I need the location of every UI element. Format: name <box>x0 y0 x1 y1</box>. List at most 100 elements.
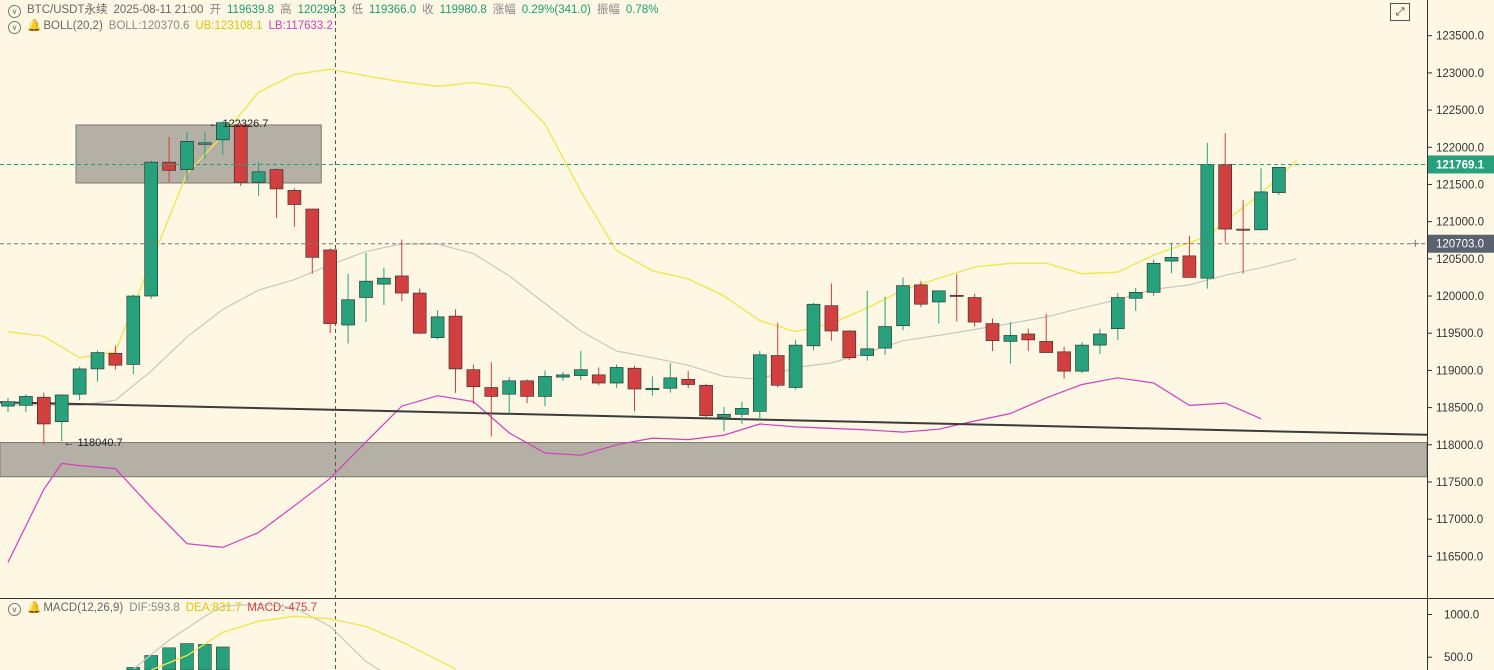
candle-body <box>216 122 230 141</box>
chevron-down-icon[interactable]: v <box>8 603 21 616</box>
zone-box <box>0 442 1428 478</box>
close-value: 119980.8 <box>439 4 487 16</box>
candle-body <box>699 384 713 417</box>
y-tick-label: 119000.0 <box>1436 365 1483 377</box>
low-annotation: ← 118040.7 <box>63 437 122 449</box>
candle-body <box>90 352 105 370</box>
y-tick-label: 122500.0 <box>1436 105 1484 117</box>
candle-body <box>1236 228 1250 231</box>
bell-icon[interactable]: 🔔 <box>27 602 42 614</box>
candle-body <box>19 396 33 406</box>
y-tick-label: 117000.0 <box>1436 514 1483 526</box>
boll-lb-value: LB:117633.2 <box>268 20 333 32</box>
candle-body <box>914 284 928 305</box>
candle-body <box>788 344 803 388</box>
y-tick-label: 118000.0 <box>1436 440 1483 452</box>
change-label: 涨幅 <box>492 4 516 16</box>
candle-body <box>162 161 176 171</box>
candle-body <box>180 141 194 170</box>
candle-body <box>305 208 320 258</box>
cursor-price-badge <box>1428 234 1494 253</box>
candle-body <box>556 374 570 378</box>
macd-dea-value: DEA:831.7 <box>185 602 242 614</box>
candle-body <box>645 387 660 391</box>
candle-body <box>1272 167 1286 193</box>
y-tick-label: 119500.0 <box>1436 328 1483 340</box>
macd-dif-line <box>132 603 381 670</box>
candle-body <box>860 348 875 356</box>
fullscreen-icon[interactable]: ⤢ <box>1390 3 1410 21</box>
candle-body <box>735 408 749 415</box>
candle-body <box>1075 344 1089 372</box>
price-overlay: ← 122326.7 ← 118040.7 <box>0 118 1427 449</box>
candle-body <box>1057 351 1071 372</box>
macd-dif-value: DIF:593.8 <box>129 602 180 614</box>
current-price-badge <box>1428 155 1494 174</box>
candle-body <box>842 330 857 359</box>
candle-body <box>1182 255 1197 278</box>
candle-body <box>377 277 391 285</box>
candle-body <box>1093 333 1107 346</box>
boll-mid-value: BOLL:120370.6 <box>108 20 190 32</box>
amplitude-value: 0.78% <box>625 4 659 16</box>
macd-hist-bar <box>162 647 176 670</box>
y-tick-label: 122000.0 <box>1436 142 1484 154</box>
open-value: 119639.8 <box>226 4 275 16</box>
candle-body <box>1039 341 1053 353</box>
bell-icon[interactable]: 🔔 <box>27 20 42 32</box>
chevron-down-icon[interactable]: v <box>8 21 21 34</box>
candle-body <box>287 190 302 205</box>
high-annotation: ← 122326.7 <box>208 118 268 130</box>
trendline <box>0 401 1428 436</box>
y-tick-label: 120500.0 <box>1436 254 1484 266</box>
candle-body <box>394 275 409 294</box>
candle-body <box>466 369 481 388</box>
candle-body <box>1254 191 1268 231</box>
macd-dea-line <box>150 615 456 670</box>
candle-body <box>752 354 767 412</box>
candle-body <box>770 355 785 386</box>
y-tick-label: 116500.0 <box>1436 551 1483 563</box>
candle-body <box>538 376 552 397</box>
boll-lb-line <box>7 377 1262 563</box>
high-label: 高 <box>280 4 292 16</box>
candle-body <box>1111 297 1125 330</box>
candle-body <box>1021 333 1036 341</box>
candle-body <box>1003 335 1018 342</box>
open-label: 开 <box>209 4 221 16</box>
macd-panel: 1000.0 500.0 <box>126 603 1479 670</box>
candle-body <box>591 374 606 384</box>
macd-name: MACD(12,26,9) <box>43 602 124 614</box>
candle-body <box>198 142 212 145</box>
y-tick-label: 123000.0 <box>1436 68 1484 80</box>
candle-body <box>144 161 158 297</box>
candle-body <box>878 326 892 349</box>
candle-body <box>806 303 821 347</box>
candle-body <box>36 396 51 425</box>
candle-body <box>484 387 499 397</box>
candle-body <box>949 294 964 297</box>
candle-body <box>985 323 1000 341</box>
candle-body <box>520 380 534 397</box>
candles <box>1 121 1286 445</box>
chevron-down-icon[interactable]: v <box>8 5 21 18</box>
ohlc-header: v BTC/USDT永续 2025-08-11 21:00 开 119639.8 高 120… <box>8 1 664 18</box>
candle-body <box>573 369 588 376</box>
candle-body <box>54 394 69 423</box>
close-label: 收 <box>422 4 434 16</box>
candle-body <box>896 285 910 327</box>
candle-body <box>1 401 15 407</box>
y-tick-label: 123500.0 <box>1436 31 1484 43</box>
candle-body <box>448 315 463 370</box>
macd-hist-value: MACD:-475.7 <box>247 602 318 614</box>
macd-hist-bar <box>198 644 212 670</box>
candle-body <box>1146 262 1161 293</box>
candle-body <box>1164 257 1179 262</box>
candle-body <box>1128 292 1143 299</box>
candle-body <box>663 377 678 389</box>
candle-body <box>824 305 839 332</box>
plus-icon: + <box>1411 236 1420 253</box>
candle-body <box>502 380 517 395</box>
candle-body <box>108 352 123 366</box>
